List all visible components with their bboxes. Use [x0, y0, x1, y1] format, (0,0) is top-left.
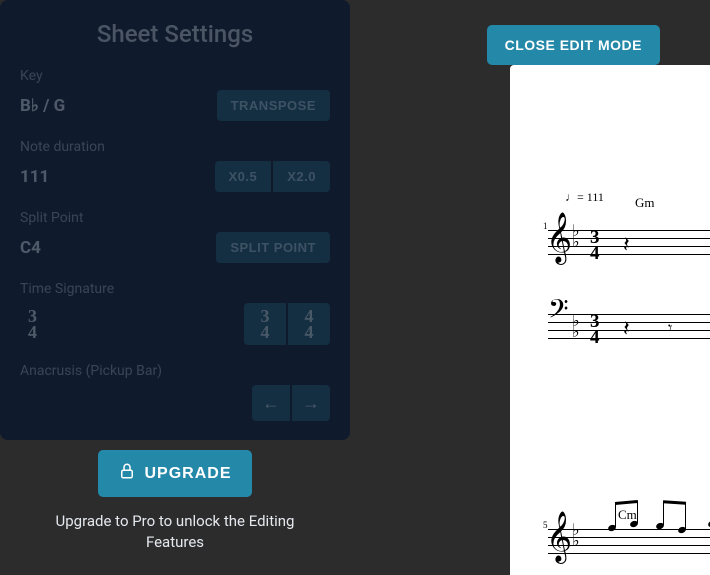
treble-staff-2: 𝄞 ♭♭: [548, 529, 710, 561]
key-value: B♭ / G: [20, 96, 65, 116]
duration-row: Note duration 111 X0.5 X2.0: [20, 139, 330, 192]
time-signature-bass: 3 4: [590, 314, 600, 346]
key-signature: ♭♭: [572, 226, 580, 248]
duration-label: Note duration: [20, 139, 330, 155]
upgrade-text: Upgrade to Pro to unlock the Editing Fea…: [0, 511, 350, 553]
split-label: Split Point: [20, 210, 330, 226]
anacrusis-right-button[interactable]: →: [292, 385, 330, 421]
tempo-marking: ♩= 111: [565, 190, 604, 205]
upgrade-button[interactable]: UPGRADE: [98, 450, 251, 497]
key-signature-2: ♭♭: [572, 525, 580, 547]
quarter-rest-icon: 𝄽: [623, 232, 630, 258]
close-edit-button[interactable]: CLOSE EDIT MODE: [487, 25, 660, 65]
treble-staff-1: 𝄞 ♭♭ 3 4 𝄽: [548, 230, 710, 262]
treble-clef-icon: 𝄞: [546, 216, 572, 260]
chord-gm: Gm: [635, 195, 655, 211]
quarter-rest-icon: 𝄽: [623, 316, 630, 342]
ts-34-button[interactable]: 3 4: [244, 303, 286, 345]
treble-clef-icon: 𝄞: [546, 515, 572, 559]
x20-button[interactable]: X2.0: [273, 161, 330, 192]
upgrade-section: UPGRADE Upgrade to Pro to unlock the Edi…: [0, 450, 350, 553]
panel-title: Sheet Settings: [20, 20, 330, 48]
anacrusis-buttons: ← →: [252, 385, 330, 421]
upgrade-label: UPGRADE: [144, 465, 231, 483]
split-point-button[interactable]: SPLIT POINT: [216, 232, 330, 263]
timesig-buttons: 3 4 4 4: [244, 303, 330, 345]
ts-44-button[interactable]: 4 4: [288, 303, 330, 345]
eighth-rest-icon: 𝄾: [668, 320, 672, 338]
timesig-label: Time Signature: [20, 281, 330, 297]
duration-value: 111: [20, 167, 49, 187]
bass-staff-1: 𝄢 ♭♭ 3 4 𝄽 𝄾: [548, 314, 710, 346]
key-label: Key: [20, 68, 330, 84]
timesig-row: Time Signature 3 4 3 4 4 4: [20, 281, 330, 345]
split-row: Split Point C4 SPLIT POINT: [20, 210, 330, 263]
bass-clef-icon: 𝄢: [548, 296, 569, 328]
duration-buttons: X0.5 X2.0: [215, 161, 331, 192]
time-signature: 3 4: [590, 230, 600, 262]
anacrusis-left-button[interactable]: ←: [252, 385, 290, 421]
x05-button[interactable]: X0.5: [215, 161, 272, 192]
key-row: Key B♭ / G TRANSPOSE: [20, 68, 330, 121]
sheet-music-preview: ♩= 111 Gm 1 𝄞 ♭♭ 3 4 𝄽 𝄢 ♭♭ 3 4 𝄽 𝄾 Cm 5: [510, 65, 710, 575]
transpose-button[interactable]: TRANSPOSE: [217, 90, 330, 121]
sheet-settings-panel: Sheet Settings Key B♭ / G TRANSPOSE Note…: [0, 0, 350, 440]
timesig-value: 3 4: [20, 308, 37, 340]
split-value: C4: [20, 238, 41, 258]
key-signature-bass: ♭♭: [572, 316, 580, 338]
anacrusis-row: Anacrusis (Pickup Bar) ← →: [20, 363, 330, 421]
ts-bot: 4: [28, 324, 37, 340]
lock-icon: [118, 462, 136, 485]
anacrusis-label: Anacrusis (Pickup Bar): [20, 363, 330, 379]
